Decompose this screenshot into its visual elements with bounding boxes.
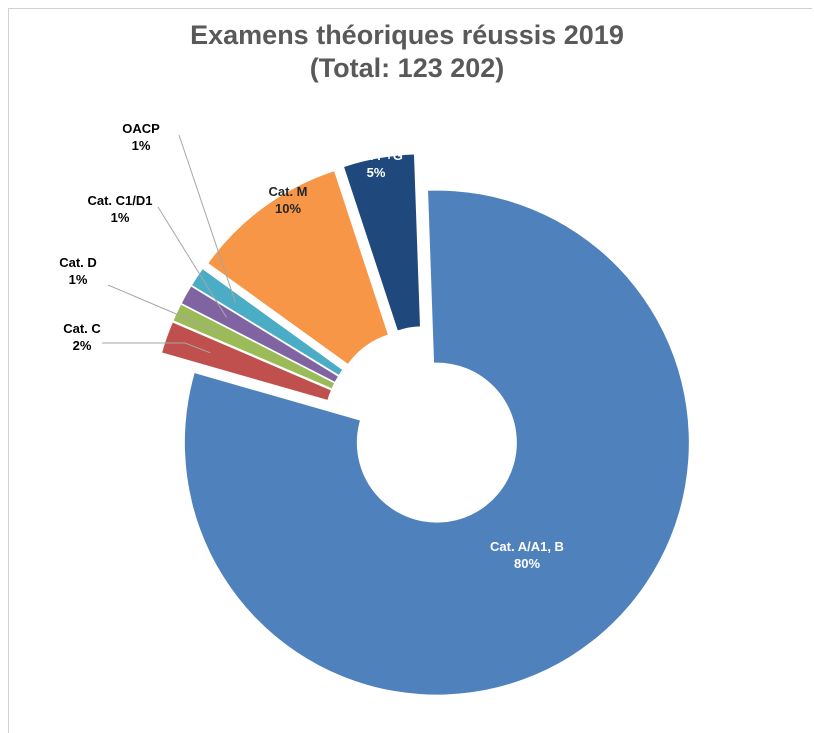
data-label-percent: 10% <box>275 201 301 216</box>
data-label: Cat. A/A1, B 80% <box>490 539 564 571</box>
data-label: OACP 1% <box>122 121 160 153</box>
data-label: Cat. D 1% <box>59 255 97 287</box>
leader-line <box>107 284 220 333</box>
data-label-category: Cat. C <box>63 321 101 336</box>
leader-line <box>102 342 211 354</box>
leader-line <box>157 206 227 318</box>
slice-cat-d <box>173 304 335 389</box>
slice-oacp <box>192 269 343 375</box>
chart-title: Examens théoriques réussis 2019 <box>190 20 624 50</box>
data-label: Cat. C 2% <box>63 321 101 353</box>
leader-line <box>178 134 236 303</box>
data-label-percent: 2% <box>73 338 92 353</box>
slice-cat-m <box>208 171 388 364</box>
data-label-category: Cat. M <box>269 184 308 199</box>
data-label-percent: 1% <box>132 138 151 153</box>
chart-frame <box>8 8 812 733</box>
data-label-category: OACP <box>122 121 160 136</box>
data-label: Cat. F+G 5% <box>349 148 403 180</box>
data-label-percent: 1% <box>69 272 88 287</box>
data-label-percent: 1% <box>111 210 130 225</box>
data-label-category: Cat. A/A1, B <box>490 539 564 554</box>
data-label-percent: 5% <box>367 165 386 180</box>
data-label-percent: 80% <box>514 556 540 571</box>
slice-cat-c <box>162 322 331 400</box>
slice-cat-c1-d1 <box>181 286 338 382</box>
slice-cat-a-a1-b <box>184 190 689 695</box>
data-label: Cat. M 10% <box>269 184 308 216</box>
data-label-category: Cat. F+G <box>349 148 403 163</box>
data-label-category: Cat. C1/D1 <box>87 193 152 208</box>
data-label: Cat. C1/D1 1% <box>87 193 152 225</box>
data-label-category: Cat. D <box>59 255 97 270</box>
chart-subtitle: (Total: 123 202) <box>309 53 505 83</box>
slice-cat-f-g <box>344 154 420 331</box>
